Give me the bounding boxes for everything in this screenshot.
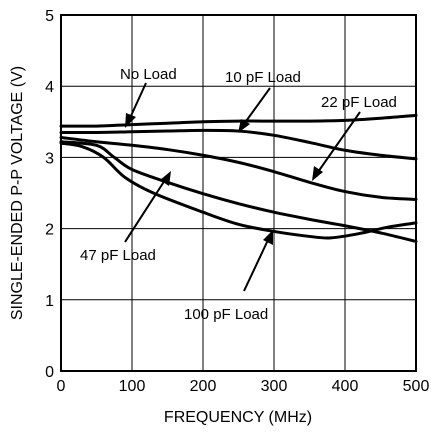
label-47pf: 47 pF Load	[80, 247, 156, 264]
x-tick-label: 500	[403, 378, 430, 395]
series-line-no-load	[59, 113, 418, 128]
label-no-load: No Load	[120, 66, 177, 83]
series-line-22-pf-load	[59, 135, 418, 201]
arrow-10pf	[243, 87, 271, 125]
plot-frame	[60, 14, 417, 372]
arrow-22pf	[317, 111, 361, 173]
x-tick-label: 400	[332, 378, 359, 395]
series-curves	[59, 113, 418, 243]
grid-lines	[61, 15, 416, 371]
tick-labels: 0 100 200 300 400 500 0 1 2 3 4 5	[45, 8, 429, 395]
x-tick-label: 300	[261, 378, 288, 395]
label-10pf: 10 pF Load	[225, 69, 301, 86]
arrow-47pf	[124, 179, 166, 243]
label-100pf: 100 pF Load	[184, 306, 268, 323]
arrow-22pf-head	[312, 166, 323, 181]
arrow-10pf-head	[238, 119, 250, 133]
series-line-47-pf-load	[59, 140, 418, 243]
x-tick-label: 0	[57, 378, 66, 395]
arrow-100pf-head	[263, 230, 273, 245]
x-axis-title: FREQUENCY (MHz)	[164, 409, 312, 426]
arrow-100pf	[243, 239, 269, 292]
label-22pf: 22 pF Load	[321, 94, 397, 111]
annotation-arrows	[124, 82, 361, 292]
x-tick-label: 100	[119, 378, 146, 395]
annotation-labels: No Load 10 pF Load 22 pF Load 47 pF Load…	[80, 66, 397, 323]
y-axis-title: SINGLE-ENDED P-P VOLTAGE (V)	[9, 66, 26, 320]
x-tick-label: 200	[190, 378, 217, 395]
y-tick-label: 2	[45, 222, 54, 239]
y-tick-label: 5	[45, 8, 54, 25]
y-tick-label: 3	[45, 150, 54, 167]
y-tick-label: 1	[45, 293, 54, 310]
y-tick-label: 0	[45, 364, 54, 381]
series-line-100-pf-load	[59, 141, 418, 240]
y-tick-label: 4	[45, 79, 54, 96]
arrow-no-load-head	[125, 113, 136, 128]
arrow-47pf-head	[160, 171, 171, 186]
arrow-no-load	[129, 82, 147, 119]
